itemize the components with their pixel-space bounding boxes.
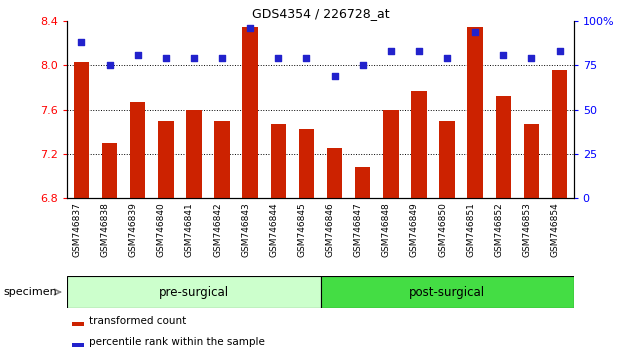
Point (498, 52, 508, 58)
Text: GSM746841: GSM746841 (185, 202, 194, 257)
Bar (102, 143, 117, 198)
Bar (299, 129, 314, 198)
Text: GSM746844: GSM746844 (269, 202, 278, 257)
Text: GSM746852: GSM746852 (494, 202, 503, 257)
Text: GSM746846: GSM746846 (326, 202, 335, 257)
Text: post-surgical: post-surgical (409, 286, 485, 298)
Bar (74, 62, 89, 198)
Text: GSM746851: GSM746851 (466, 202, 475, 257)
Text: GSM746838: GSM746838 (101, 202, 110, 257)
Point (526, 56, 537, 61)
Bar (72, 322, 83, 326)
Text: GSM746853: GSM746853 (522, 202, 531, 257)
Bar (214, 121, 229, 198)
Text: percentile rank within the sample: percentile rank within the sample (88, 337, 265, 347)
Text: GSM746848: GSM746848 (382, 202, 391, 257)
Text: GSM746839: GSM746839 (129, 202, 138, 257)
Point (273, 56, 283, 61)
Text: GSM746845: GSM746845 (297, 202, 306, 257)
Text: GSM746840: GSM746840 (157, 202, 166, 257)
Bar (271, 124, 286, 198)
Point (470, 29, 480, 35)
Text: GSM746850: GSM746850 (438, 202, 447, 257)
Bar (130, 102, 146, 198)
Bar (495, 97, 511, 198)
Point (414, 48, 424, 54)
Bar (186, 110, 202, 198)
Bar (467, 27, 483, 198)
Text: GSM746842: GSM746842 (213, 202, 222, 257)
Text: GSM746849: GSM746849 (410, 202, 419, 257)
Bar (327, 148, 342, 198)
Point (161, 56, 171, 61)
Point (358, 63, 368, 68)
Point (442, 56, 453, 61)
Point (133, 52, 143, 58)
Bar (552, 70, 567, 198)
Bar (72, 343, 83, 347)
Point (386, 48, 396, 54)
Text: pre-surgical: pre-surgical (159, 286, 229, 298)
Point (554, 48, 565, 54)
Bar (439, 121, 455, 198)
Bar (158, 121, 174, 198)
Bar (412, 91, 427, 198)
Text: GSM746854: GSM746854 (551, 202, 560, 257)
Text: GSM746837: GSM746837 (72, 202, 81, 257)
Point (217, 56, 227, 61)
Point (329, 73, 340, 79)
Bar (242, 27, 258, 198)
Title: GDS4354 / 226728_at: GDS4354 / 226728_at (252, 7, 389, 20)
Bar (355, 167, 370, 198)
Bar (524, 124, 539, 198)
Bar (67, 276, 320, 308)
Text: GSM746843: GSM746843 (241, 202, 250, 257)
Point (76, 40, 87, 45)
Point (188, 56, 199, 61)
Bar (383, 110, 399, 198)
Point (104, 63, 115, 68)
Text: GSM746847: GSM746847 (354, 202, 363, 257)
Text: specimen: specimen (3, 287, 60, 297)
Point (301, 56, 312, 61)
Bar (320, 276, 574, 308)
Point (245, 25, 255, 31)
Text: transformed count: transformed count (88, 316, 186, 326)
